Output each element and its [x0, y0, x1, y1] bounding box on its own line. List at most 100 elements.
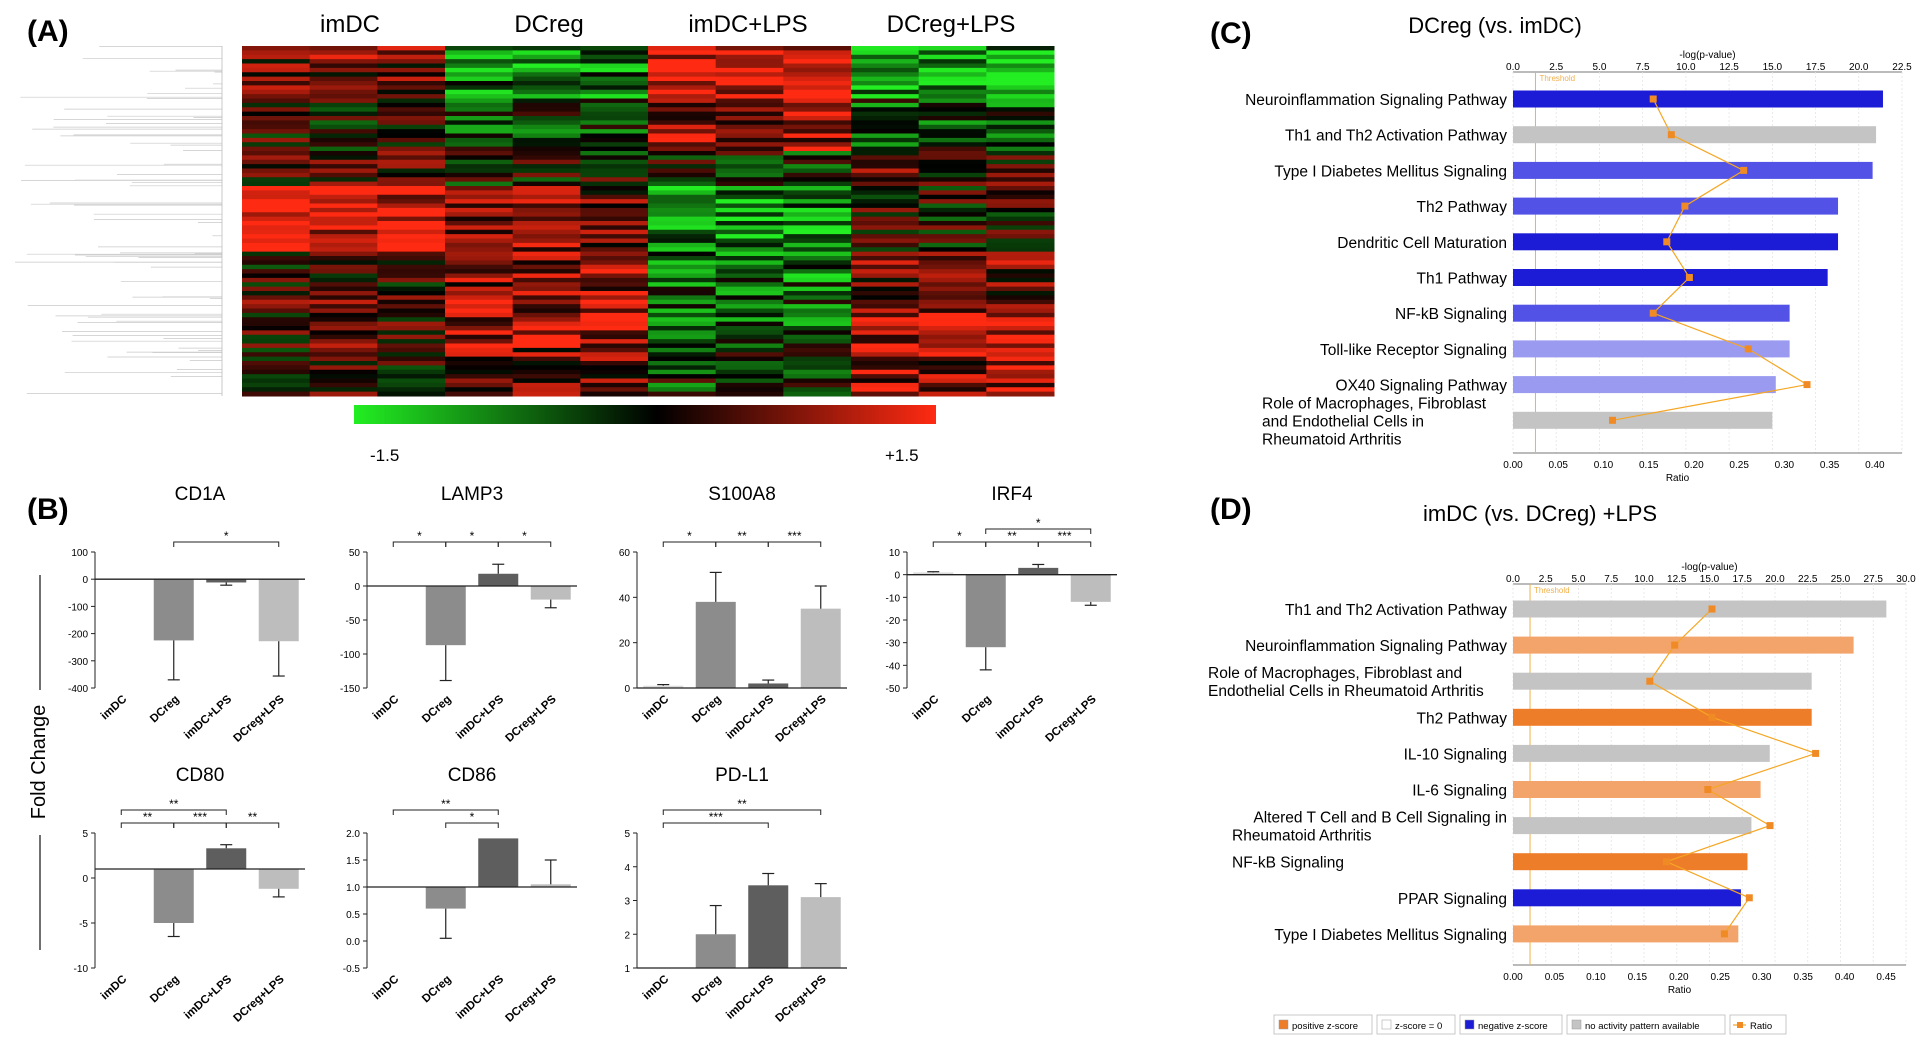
heatmap-cell [512, 199, 581, 205]
heatmap-cell [309, 352, 378, 358]
heatmap-cell [445, 343, 514, 349]
heatmap-cell [783, 67, 852, 73]
heatmap-cell [918, 282, 987, 288]
x-tick-label: DCreg+LPS [773, 693, 829, 745]
heatmap-cell [918, 85, 987, 91]
heatmap-cell [648, 387, 717, 393]
heatmap-cell [242, 299, 311, 305]
heatmap-cell [783, 330, 852, 336]
heatmap-cell [445, 264, 514, 270]
pathway-label: Type I Diabetes Mellitus Signaling [1274, 927, 1507, 944]
heatmap-cell [986, 391, 1055, 397]
heatmap-cell [377, 111, 446, 117]
pathway-bar [1513, 925, 1739, 943]
heatmap-cell [918, 334, 987, 340]
heatmap-cell [512, 269, 581, 275]
heatmap-cell [648, 94, 717, 100]
heatmap-cell [512, 304, 581, 310]
heatmap-cell [715, 308, 784, 314]
color-scale-min: -1.5 [370, 446, 399, 465]
y-tick-label: 0 [82, 874, 88, 885]
bottom-tick-label: 0.05 [1548, 460, 1568, 471]
heatmap-cell [512, 299, 581, 305]
heatmap-cell [851, 186, 920, 191]
heatmap-cell [580, 264, 649, 270]
heatmap-cell [715, 295, 784, 301]
heatmap-cell [445, 116, 514, 121]
y-tick-label: -5 [79, 919, 88, 930]
heatmap-cell [309, 229, 378, 235]
top-tick-label: 0.0 [1506, 62, 1520, 73]
heatmap-cell [918, 273, 987, 279]
heatmap-cell [918, 312, 987, 318]
heatmap-cell [715, 46, 784, 51]
significance-bracket [225, 822, 280, 828]
heatmap-cell [512, 146, 581, 152]
y-tick-label: -0.5 [343, 964, 361, 975]
heatmap-cell [512, 378, 581, 384]
top-tick-label: 10.0 [1676, 62, 1696, 73]
heatmap-cell [986, 295, 1055, 301]
heatmap-cell [918, 317, 987, 323]
bar [748, 885, 789, 968]
pathway-bar [1513, 781, 1761, 798]
heatmap-cell [648, 81, 717, 86]
heatmap-cell [851, 225, 920, 231]
heatmap-cell [512, 76, 581, 82]
heatmap-cell [445, 67, 514, 73]
heatmap-cell [986, 59, 1055, 65]
heatmap-cell [377, 172, 446, 178]
heatmap-cell [851, 207, 920, 213]
heatmap-cell [377, 264, 446, 270]
heatmap-cell [512, 94, 581, 100]
heatmap-cell [242, 67, 311, 73]
heatmap-cell [918, 107, 987, 113]
heatmap-cell [242, 190, 311, 196]
heatmap-cell [851, 190, 920, 196]
heatmap-cell [445, 85, 514, 91]
heatmap-cell [918, 326, 987, 331]
heatmap-cell [242, 221, 311, 226]
heatmap-cell [986, 369, 1055, 375]
heatmap-cell [445, 326, 514, 331]
heatmap-cell [512, 46, 581, 51]
bottom-tick-label: 0.20 [1684, 460, 1704, 471]
heatmap-cell [512, 365, 581, 371]
heatmap-cell [580, 146, 649, 152]
heatmap-label-dcreg: DCreg [514, 11, 583, 38]
significance-label: * [522, 529, 527, 543]
top-tick-label: 7.5 [1636, 62, 1650, 73]
significance-label: ** [1007, 529, 1017, 543]
y-tick-label: -100 [340, 650, 360, 661]
legend-label: positive z-score [1292, 1021, 1358, 1032]
legend-item [1273, 1014, 1373, 1035]
heatmap-cell [715, 85, 784, 91]
heatmap-cell [512, 116, 581, 121]
heatmap-cell [783, 168, 852, 174]
heatmap-cell [512, 339, 581, 345]
heatmap-cell [512, 295, 581, 301]
heatmap-cell [309, 304, 378, 310]
heatmap-cell [580, 326, 649, 331]
heatmap-cell [851, 282, 920, 288]
heatmap-cell [309, 238, 378, 244]
heatmap-cell [445, 378, 514, 384]
heatmap-cell [309, 67, 378, 73]
heatmap-cell [377, 387, 446, 393]
heatmap-cell [986, 326, 1055, 331]
heatmap-cell [309, 63, 378, 69]
bar [478, 838, 519, 887]
heatmap-cell [648, 199, 717, 205]
heatmap-cell [580, 391, 649, 397]
heatmap-cell [715, 242, 784, 248]
heatmap-cell [309, 50, 378, 56]
heatmap-cell [377, 326, 446, 331]
heatmap-cell [783, 229, 852, 235]
heatmap-cell [648, 269, 717, 275]
heatmap-cell [715, 72, 784, 78]
heatmap-cell [851, 63, 920, 69]
x-tick-label: imDC [371, 973, 401, 1002]
heatmap-cell [377, 378, 446, 384]
heatmap-cell [445, 159, 514, 165]
